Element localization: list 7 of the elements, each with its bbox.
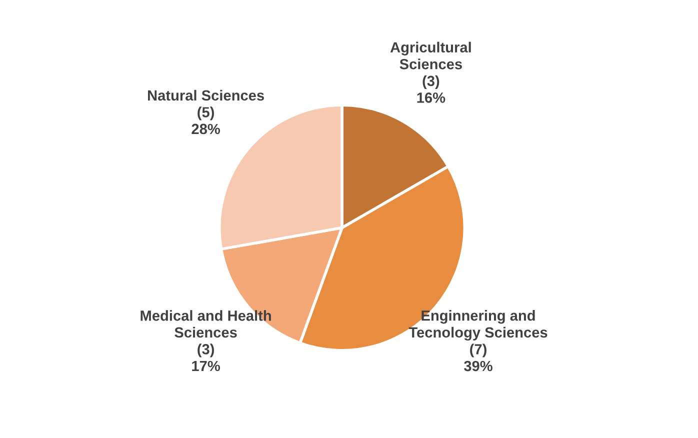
- slice-label: Enginnering and Tecnology Sciences: [408, 310, 548, 341]
- data-label: (7) 39%: [464, 344, 492, 372]
- data-label: (3) 16%: [417, 75, 446, 103]
- data-label: (3) 17%: [192, 344, 220, 372]
- data-label: (5) 28%: [192, 106, 220, 134]
- slice-label: Natural Sciences: [148, 90, 264, 101]
- slice-label: Agricultural Sciences: [390, 42, 471, 70]
